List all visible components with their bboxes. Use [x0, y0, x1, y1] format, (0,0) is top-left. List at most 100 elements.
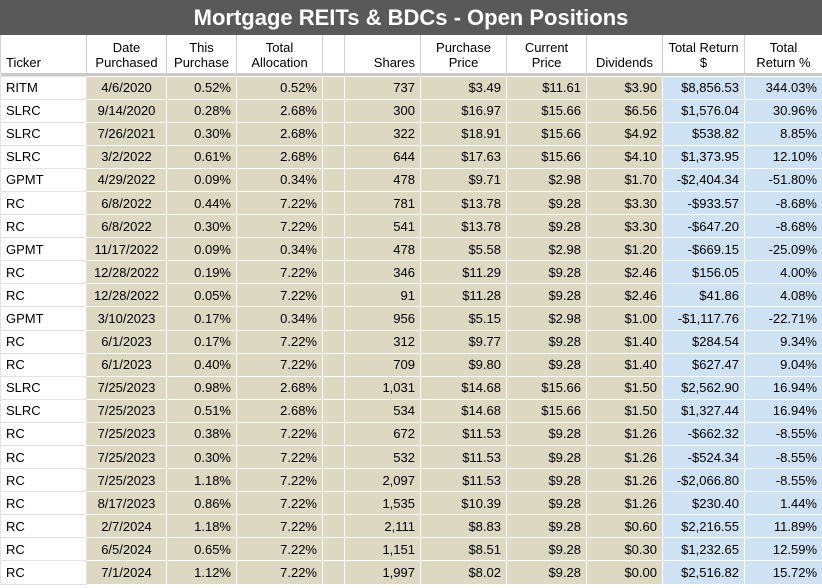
- cell-total-return-pct[interactable]: -8.55%: [744, 421, 822, 447]
- cell-blank[interactable]: [322, 260, 345, 285]
- cell-total-return-pct[interactable]: 12.10%: [744, 144, 822, 169]
- cell-purchase-price[interactable]: $9.80: [420, 352, 507, 377]
- cell-total-allocation[interactable]: 7.22%: [236, 514, 323, 539]
- header-total-allocation[interactable]: Total Allocation: [236, 35, 323, 73]
- cell-ticker[interactable]: GPMT: [0, 167, 87, 192]
- cell-dividends[interactable]: $3.90: [586, 75, 663, 100]
- cell-date-purchased[interactable]: 12/28/2022: [86, 260, 167, 285]
- cell-ticker[interactable]: RITM: [0, 75, 87, 100]
- cell-this-purchase[interactable]: 1.18%: [166, 468, 237, 493]
- cell-blank[interactable]: [322, 421, 345, 447]
- cell-this-purchase[interactable]: 0.40%: [166, 352, 237, 377]
- cell-purchase-price[interactable]: $9.77: [420, 329, 507, 354]
- cell-dividends[interactable]: $3.30: [586, 214, 663, 239]
- cell-this-purchase[interactable]: 0.30%: [166, 121, 237, 146]
- cell-dividends[interactable]: $2.46: [586, 283, 663, 308]
- cell-total-return-pct[interactable]: 344.03%: [744, 75, 822, 100]
- cell-date-purchased[interactable]: 7/1/2024: [86, 560, 167, 585]
- cell-dividends[interactable]: $4.10: [586, 144, 663, 169]
- cell-dividends[interactable]: $1.40: [586, 352, 663, 377]
- cell-shares[interactable]: 709: [344, 352, 421, 377]
- cell-ticker[interactable]: RC: [0, 352, 87, 377]
- cell-total-allocation[interactable]: 7.22%: [236, 491, 323, 516]
- cell-total-return-pct[interactable]: 4.08%: [744, 283, 822, 308]
- cell-purchase-price[interactable]: $9.71: [420, 167, 507, 192]
- cell-ticker[interactable]: RC: [0, 514, 87, 539]
- cell-date-purchased[interactable]: 6/8/2022: [86, 190, 167, 216]
- cell-total-allocation[interactable]: 7.22%: [236, 283, 323, 308]
- cell-current-price[interactable]: $15.66: [506, 121, 587, 146]
- cell-total-return-usd[interactable]: $8,856.53: [662, 75, 745, 100]
- cell-total-return-pct[interactable]: 9.04%: [744, 352, 822, 377]
- cell-total-return-usd[interactable]: -$662.32: [662, 421, 745, 447]
- cell-dividends[interactable]: $1.40: [586, 329, 663, 354]
- cell-total-return-usd[interactable]: -$1,117.76: [662, 306, 745, 331]
- cell-dividends[interactable]: $1.20: [586, 237, 663, 262]
- cell-ticker[interactable]: RC: [0, 214, 87, 239]
- cell-dividends[interactable]: $2.46: [586, 260, 663, 285]
- cell-ticker[interactable]: SLRC: [0, 121, 87, 146]
- cell-current-price[interactable]: $15.66: [506, 375, 587, 400]
- cell-total-return-usd[interactable]: $1,373.95: [662, 144, 745, 169]
- cell-this-purchase[interactable]: 0.17%: [166, 306, 237, 331]
- cell-total-return-usd[interactable]: -$2,404.34: [662, 167, 745, 192]
- cell-total-allocation[interactable]: 0.34%: [236, 306, 323, 331]
- cell-dividends[interactable]: $1.00: [586, 306, 663, 331]
- cell-this-purchase[interactable]: 1.12%: [166, 560, 237, 585]
- cell-blank[interactable]: [322, 329, 345, 354]
- cell-total-return-usd[interactable]: $1,327.44: [662, 398, 745, 423]
- cell-blank[interactable]: [322, 121, 345, 146]
- cell-total-return-pct[interactable]: 16.94%: [744, 398, 822, 423]
- cell-purchase-price[interactable]: $11.53: [420, 421, 507, 447]
- cell-ticker[interactable]: RC: [0, 560, 87, 585]
- cell-total-return-pct[interactable]: -8.55%: [744, 468, 822, 493]
- cell-blank[interactable]: [322, 75, 345, 100]
- cell-this-purchase[interactable]: 0.98%: [166, 375, 237, 400]
- cell-total-return-usd[interactable]: $1,576.04: [662, 98, 745, 123]
- cell-current-price[interactable]: $9.28: [506, 468, 587, 493]
- cell-shares[interactable]: 346: [344, 260, 421, 285]
- cell-date-purchased[interactable]: 7/26/2021: [86, 121, 167, 146]
- cell-blank[interactable]: [322, 560, 345, 585]
- cell-date-purchased[interactable]: 6/1/2023: [86, 329, 167, 354]
- cell-ticker[interactable]: RC: [0, 491, 87, 516]
- cell-blank[interactable]: [322, 468, 345, 493]
- cell-total-return-pct[interactable]: 11.89%: [744, 514, 822, 539]
- cell-shares[interactable]: 1,031: [344, 375, 421, 400]
- cell-total-return-usd[interactable]: -$647.20: [662, 214, 745, 239]
- header-shares[interactable]: Shares: [344, 35, 421, 73]
- cell-shares[interactable]: 478: [344, 237, 421, 262]
- header-this-purchase[interactable]: This Purchase: [166, 35, 237, 73]
- cell-total-return-usd[interactable]: $627.47: [662, 352, 745, 377]
- header-total-return-usd[interactable]: Total Return $: [662, 35, 745, 73]
- cell-current-price[interactable]: $9.28: [506, 190, 587, 216]
- cell-total-return-usd[interactable]: $41.86: [662, 283, 745, 308]
- header-dividends[interactable]: Dividends: [586, 35, 663, 73]
- cell-current-price[interactable]: $2.98: [506, 306, 587, 331]
- cell-shares[interactable]: 478: [344, 167, 421, 192]
- cell-total-allocation[interactable]: 0.34%: [236, 237, 323, 262]
- cell-date-purchased[interactable]: 3/2/2022: [86, 144, 167, 169]
- cell-this-purchase[interactable]: 0.65%: [166, 537, 237, 562]
- cell-date-purchased[interactable]: 12/28/2022: [86, 283, 167, 308]
- cell-ticker[interactable]: SLRC: [0, 144, 87, 169]
- cell-this-purchase[interactable]: 0.05%: [166, 283, 237, 308]
- cell-date-purchased[interactable]: 11/17/2022: [86, 237, 167, 262]
- cell-blank[interactable]: [322, 144, 345, 169]
- cell-shares[interactable]: 532: [344, 444, 421, 470]
- cell-total-return-pct[interactable]: -8.68%: [744, 214, 822, 239]
- cell-total-return-pct[interactable]: -51.80%: [744, 167, 822, 192]
- cell-total-allocation[interactable]: 2.68%: [236, 144, 323, 169]
- cell-total-return-pct[interactable]: -8.55%: [744, 444, 822, 470]
- cell-shares[interactable]: 1,535: [344, 491, 421, 516]
- cell-total-allocation[interactable]: 7.22%: [236, 537, 323, 562]
- cell-blank[interactable]: [322, 375, 345, 400]
- cell-total-return-pct[interactable]: -22.71%: [744, 306, 822, 331]
- cell-ticker[interactable]: RC: [0, 260, 87, 285]
- cell-ticker[interactable]: RC: [0, 421, 87, 447]
- cell-blank[interactable]: [322, 214, 345, 239]
- cell-purchase-price[interactable]: $5.15: [420, 306, 507, 331]
- cell-shares[interactable]: 541: [344, 214, 421, 239]
- cell-total-return-pct[interactable]: 16.94%: [744, 375, 822, 400]
- cell-total-return-pct[interactable]: 30.96%: [744, 98, 822, 123]
